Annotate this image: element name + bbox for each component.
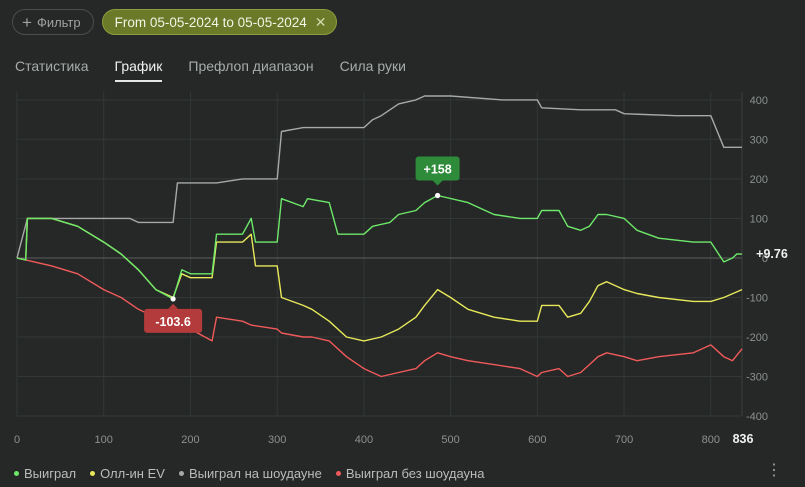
legend-dot-showdown <box>178 471 184 476</box>
y-tick-label: 0 <box>762 253 768 265</box>
series-line-allin-ev <box>16 217 743 342</box>
filter-bar: + Фильтр From 05-05-2024 to 05-05-2024 ✕ <box>12 9 338 35</box>
legend-label-non-showdown: Выиграл без шоудауна <box>345 466 485 481</box>
legend-label-allin-ev: Олл-ин EV <box>100 466 165 481</box>
peak-badge-pointer <box>432 180 443 186</box>
end-value-label: +9.76 <box>756 247 788 261</box>
x-tick-label: 200 <box>181 434 199 446</box>
chart-legend: Выиграл Олл-ин EV Выиграл на шоудауне Вы… <box>14 466 484 481</box>
y-tick-label: -300 <box>746 371 768 383</box>
y-tick-label: -100 <box>746 292 768 304</box>
more-options-icon[interactable]: ⋮ <box>766 462 782 479</box>
y-tick-label: 400 <box>750 95 768 107</box>
legend-item-won[interactable]: Выиграл <box>14 466 76 481</box>
tab-graph[interactable]: График <box>114 58 163 82</box>
trough-badge <box>144 308 203 333</box>
y-tick-label: -400 <box>746 411 768 423</box>
trough-marker <box>170 296 176 302</box>
y-tick-label: 200 <box>750 174 768 186</box>
legend-label-showdown: Выиграл на шоудауне <box>188 466 322 481</box>
x-tick-label: 100 <box>95 434 113 446</box>
winnings-chart: 400 300 200 100 0 -100 -200 -300 -400 0 100 200 300 4… <box>14 92 788 446</box>
x-tick-label: 700 <box>615 434 633 446</box>
plus-icon: + <box>22 12 32 32</box>
trough-label: -103.6 <box>155 315 190 329</box>
y-tick-label: 100 <box>750 213 768 225</box>
y-tick-label: 300 <box>750 134 768 146</box>
legend-label-won: Выиграл <box>24 466 77 481</box>
x-tick-label-end: 836 <box>733 432 754 446</box>
series-line-non-showdown <box>16 257 743 378</box>
legend-dot-won <box>14 471 19 476</box>
legend-item-showdown[interactable]: Выиграл на шоудауне <box>178 466 322 481</box>
legend-item-non-showdown[interactable]: Выиграл без шоудауна <box>335 466 485 481</box>
x-tick-label: 500 <box>441 434 459 446</box>
tab-hand-strength[interactable]: Сила руки <box>339 58 406 74</box>
add-filter-button[interactable]: + Фильтр <box>12 9 94 35</box>
tab-preflop-range[interactable]: Префлоп диапазон <box>188 58 314 74</box>
close-icon[interactable]: ✕ <box>314 14 327 30</box>
x-tick-label: 0 <box>14 434 20 446</box>
legend-item-allin-ev[interactable]: Олл-ин EV <box>90 466 165 481</box>
x-tick-label: 400 <box>355 434 373 446</box>
x-tick-label: 600 <box>528 434 546 446</box>
trough-badge-pointer <box>168 303 179 309</box>
series-line-won <box>16 194 743 300</box>
series-line-showdown <box>16 95 742 259</box>
legend-dot-allin-ev <box>90 471 96 476</box>
y-tick-label: -200 <box>746 332 768 344</box>
date-range-label: From 05-05-2024 to 05-05-2024 <box>114 14 307 30</box>
tab-bar: Статистика График Префлоп диапазон Сила … <box>15 58 406 82</box>
peak-marker <box>435 192 441 199</box>
legend-dot-non-showdown <box>335 471 341 476</box>
x-tick-label: 300 <box>268 434 286 446</box>
x-tick-label: 800 <box>702 434 720 446</box>
add-filter-label: Фильтр <box>36 14 81 30</box>
peak-badge <box>415 156 460 181</box>
tab-statistics[interactable]: Статистика <box>15 58 89 74</box>
date-range-chip[interactable]: From 05-05-2024 to 05-05-2024 ✕ <box>101 9 338 35</box>
peak-label: +158 <box>424 163 452 177</box>
